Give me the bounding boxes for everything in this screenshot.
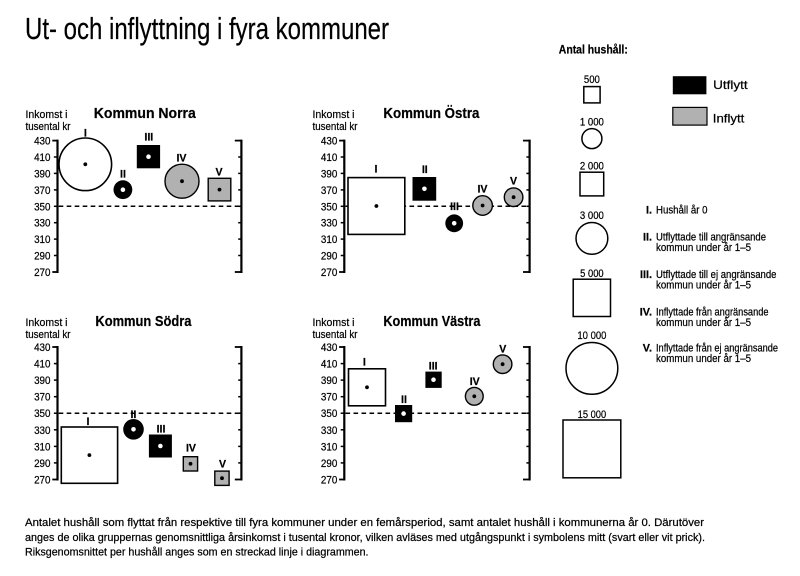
svg-text:IV: IV	[470, 376, 480, 388]
svg-text:3 000: 3 000	[580, 210, 604, 222]
svg-text:410: 410	[321, 359, 337, 371]
svg-text:370: 370	[34, 185, 50, 197]
svg-text:II: II	[422, 164, 428, 176]
svg-text:IV: IV	[176, 153, 186, 165]
svg-text:V.: V.	[643, 343, 652, 355]
svg-text:Inkomst i: Inkomst i	[26, 317, 68, 329]
svg-text:Antalet hushåll som flyttat fr: Antalet hushåll som flyttat från respekt…	[25, 517, 704, 529]
svg-text:390: 390	[34, 168, 50, 180]
svg-text:330: 330	[321, 425, 337, 437]
svg-text:Inkomst i: Inkomst i	[313, 109, 355, 121]
svg-text:430: 430	[34, 342, 50, 354]
svg-text:Kommun Norra: Kommun Norra	[94, 105, 197, 122]
svg-text:kommun under år 1–5: kommun under år 1–5	[656, 279, 751, 291]
svg-text:IV: IV	[477, 184, 487, 196]
svg-text:410: 410	[34, 152, 50, 164]
svg-text:390: 390	[34, 375, 50, 387]
svg-text:Inflyttade från ej angränsande: Inflyttade från ej angränsande	[656, 343, 778, 355]
svg-text:310: 310	[321, 234, 337, 246]
svg-text:350: 350	[34, 201, 50, 213]
svg-text:Utflytt: Utflytt	[713, 78, 748, 92]
svg-text:V: V	[510, 175, 517, 187]
svg-text:10 000: 10 000	[577, 330, 606, 342]
svg-text:2 000: 2 000	[580, 160, 604, 172]
svg-text:tusental kr: tusental kr	[313, 329, 358, 341]
svg-text:370: 370	[34, 392, 50, 404]
svg-text:350: 350	[34, 408, 50, 420]
svg-text:III: III	[144, 131, 153, 143]
svg-text:Utflyttade till angränsande: Utflyttade till angränsande	[656, 232, 766, 244]
svg-text:330: 330	[34, 425, 50, 437]
svg-text:5 000: 5 000	[580, 268, 604, 280]
svg-text:II: II	[401, 394, 407, 406]
svg-text:III: III	[157, 423, 166, 435]
svg-text:310: 310	[34, 234, 50, 246]
svg-text:tusental kr: tusental kr	[313, 121, 358, 133]
svg-text:410: 410	[34, 359, 50, 371]
svg-text:I: I	[87, 416, 90, 428]
svg-text:kommun under år 1–5: kommun under år 1–5	[656, 317, 751, 329]
svg-text:I: I	[84, 127, 87, 139]
svg-text:290: 290	[34, 458, 50, 470]
svg-text:III: III	[450, 201, 459, 213]
svg-text:II.: II.	[643, 232, 652, 244]
svg-text:430: 430	[321, 342, 337, 354]
svg-text:Inflyttade från angränsande: Inflyttade från angränsande	[656, 306, 769, 318]
svg-text:V: V	[215, 166, 222, 178]
svg-text:Kommun Södra: Kommun Södra	[95, 313, 192, 330]
svg-text:Inflytt: Inflytt	[713, 111, 745, 125]
svg-text:II: II	[120, 169, 126, 181]
svg-text:kommun under år 1–5: kommun under år 1–5	[656, 353, 751, 365]
svg-text:anges de olika gruppernas geno: anges de olika gruppernas genomsnittliga…	[25, 532, 705, 544]
svg-text:V: V	[499, 344, 506, 356]
svg-text:290: 290	[34, 251, 50, 263]
svg-text:270: 270	[321, 267, 337, 279]
svg-text:370: 370	[321, 392, 337, 404]
svg-text:Utflyttade till ej angränsande: Utflyttade till ej angränsande	[656, 269, 777, 281]
svg-text:310: 310	[34, 441, 50, 453]
svg-text:I: I	[363, 357, 366, 369]
svg-text:330: 330	[34, 218, 50, 230]
svg-text:Ut- och inflyttning i fyra kom: Ut- och inflyttning i fyra kommuner	[25, 11, 389, 46]
svg-text:Kommun Östra: Kommun Östra	[383, 105, 480, 122]
svg-text:IV.: IV.	[640, 306, 652, 318]
svg-text:Antal hushåll:: Antal hushåll:	[559, 43, 628, 57]
svg-text:500: 500	[584, 74, 600, 86]
svg-text:Hushåll år 0: Hushåll år 0	[656, 205, 708, 217]
svg-text:350: 350	[321, 408, 337, 420]
svg-text:Inkomst i: Inkomst i	[313, 317, 355, 329]
svg-text:290: 290	[321, 458, 337, 470]
svg-text:V: V	[219, 458, 226, 470]
svg-text:Kommun Västra: Kommun Västra	[383, 313, 481, 330]
svg-text:III.: III.	[640, 269, 652, 281]
svg-text:Riksgenomsnittet per hushåll a: Riksgenomsnittet per hushåll anges som e…	[25, 547, 369, 559]
svg-text:I: I	[375, 163, 378, 175]
svg-text:390: 390	[321, 168, 337, 180]
svg-text:410: 410	[321, 152, 337, 164]
svg-text:430: 430	[321, 136, 337, 148]
svg-text:III: III	[429, 360, 438, 372]
svg-text:390: 390	[321, 375, 337, 387]
svg-text:290: 290	[321, 251, 337, 263]
svg-text:430: 430	[34, 136, 50, 148]
svg-text:Inkomst i: Inkomst i	[26, 109, 68, 121]
svg-text:kommun under år 1–5: kommun under år 1–5	[656, 242, 751, 254]
svg-text:1 000: 1 000	[580, 116, 604, 128]
svg-text:II: II	[130, 409, 136, 421]
svg-text:310: 310	[321, 441, 337, 453]
svg-text:tusental kr: tusental kr	[26, 121, 71, 133]
svg-text:350: 350	[321, 201, 337, 213]
svg-text:370: 370	[321, 185, 337, 197]
svg-text:330: 330	[321, 218, 337, 230]
svg-text:I.: I.	[646, 205, 652, 217]
svg-text:IV: IV	[186, 443, 196, 455]
svg-text:270: 270	[321, 475, 337, 487]
svg-text:270: 270	[34, 475, 50, 487]
svg-text:15 000: 15 000	[578, 409, 607, 421]
svg-text:tusental kr: tusental kr	[26, 329, 71, 341]
svg-text:270: 270	[34, 267, 50, 279]
